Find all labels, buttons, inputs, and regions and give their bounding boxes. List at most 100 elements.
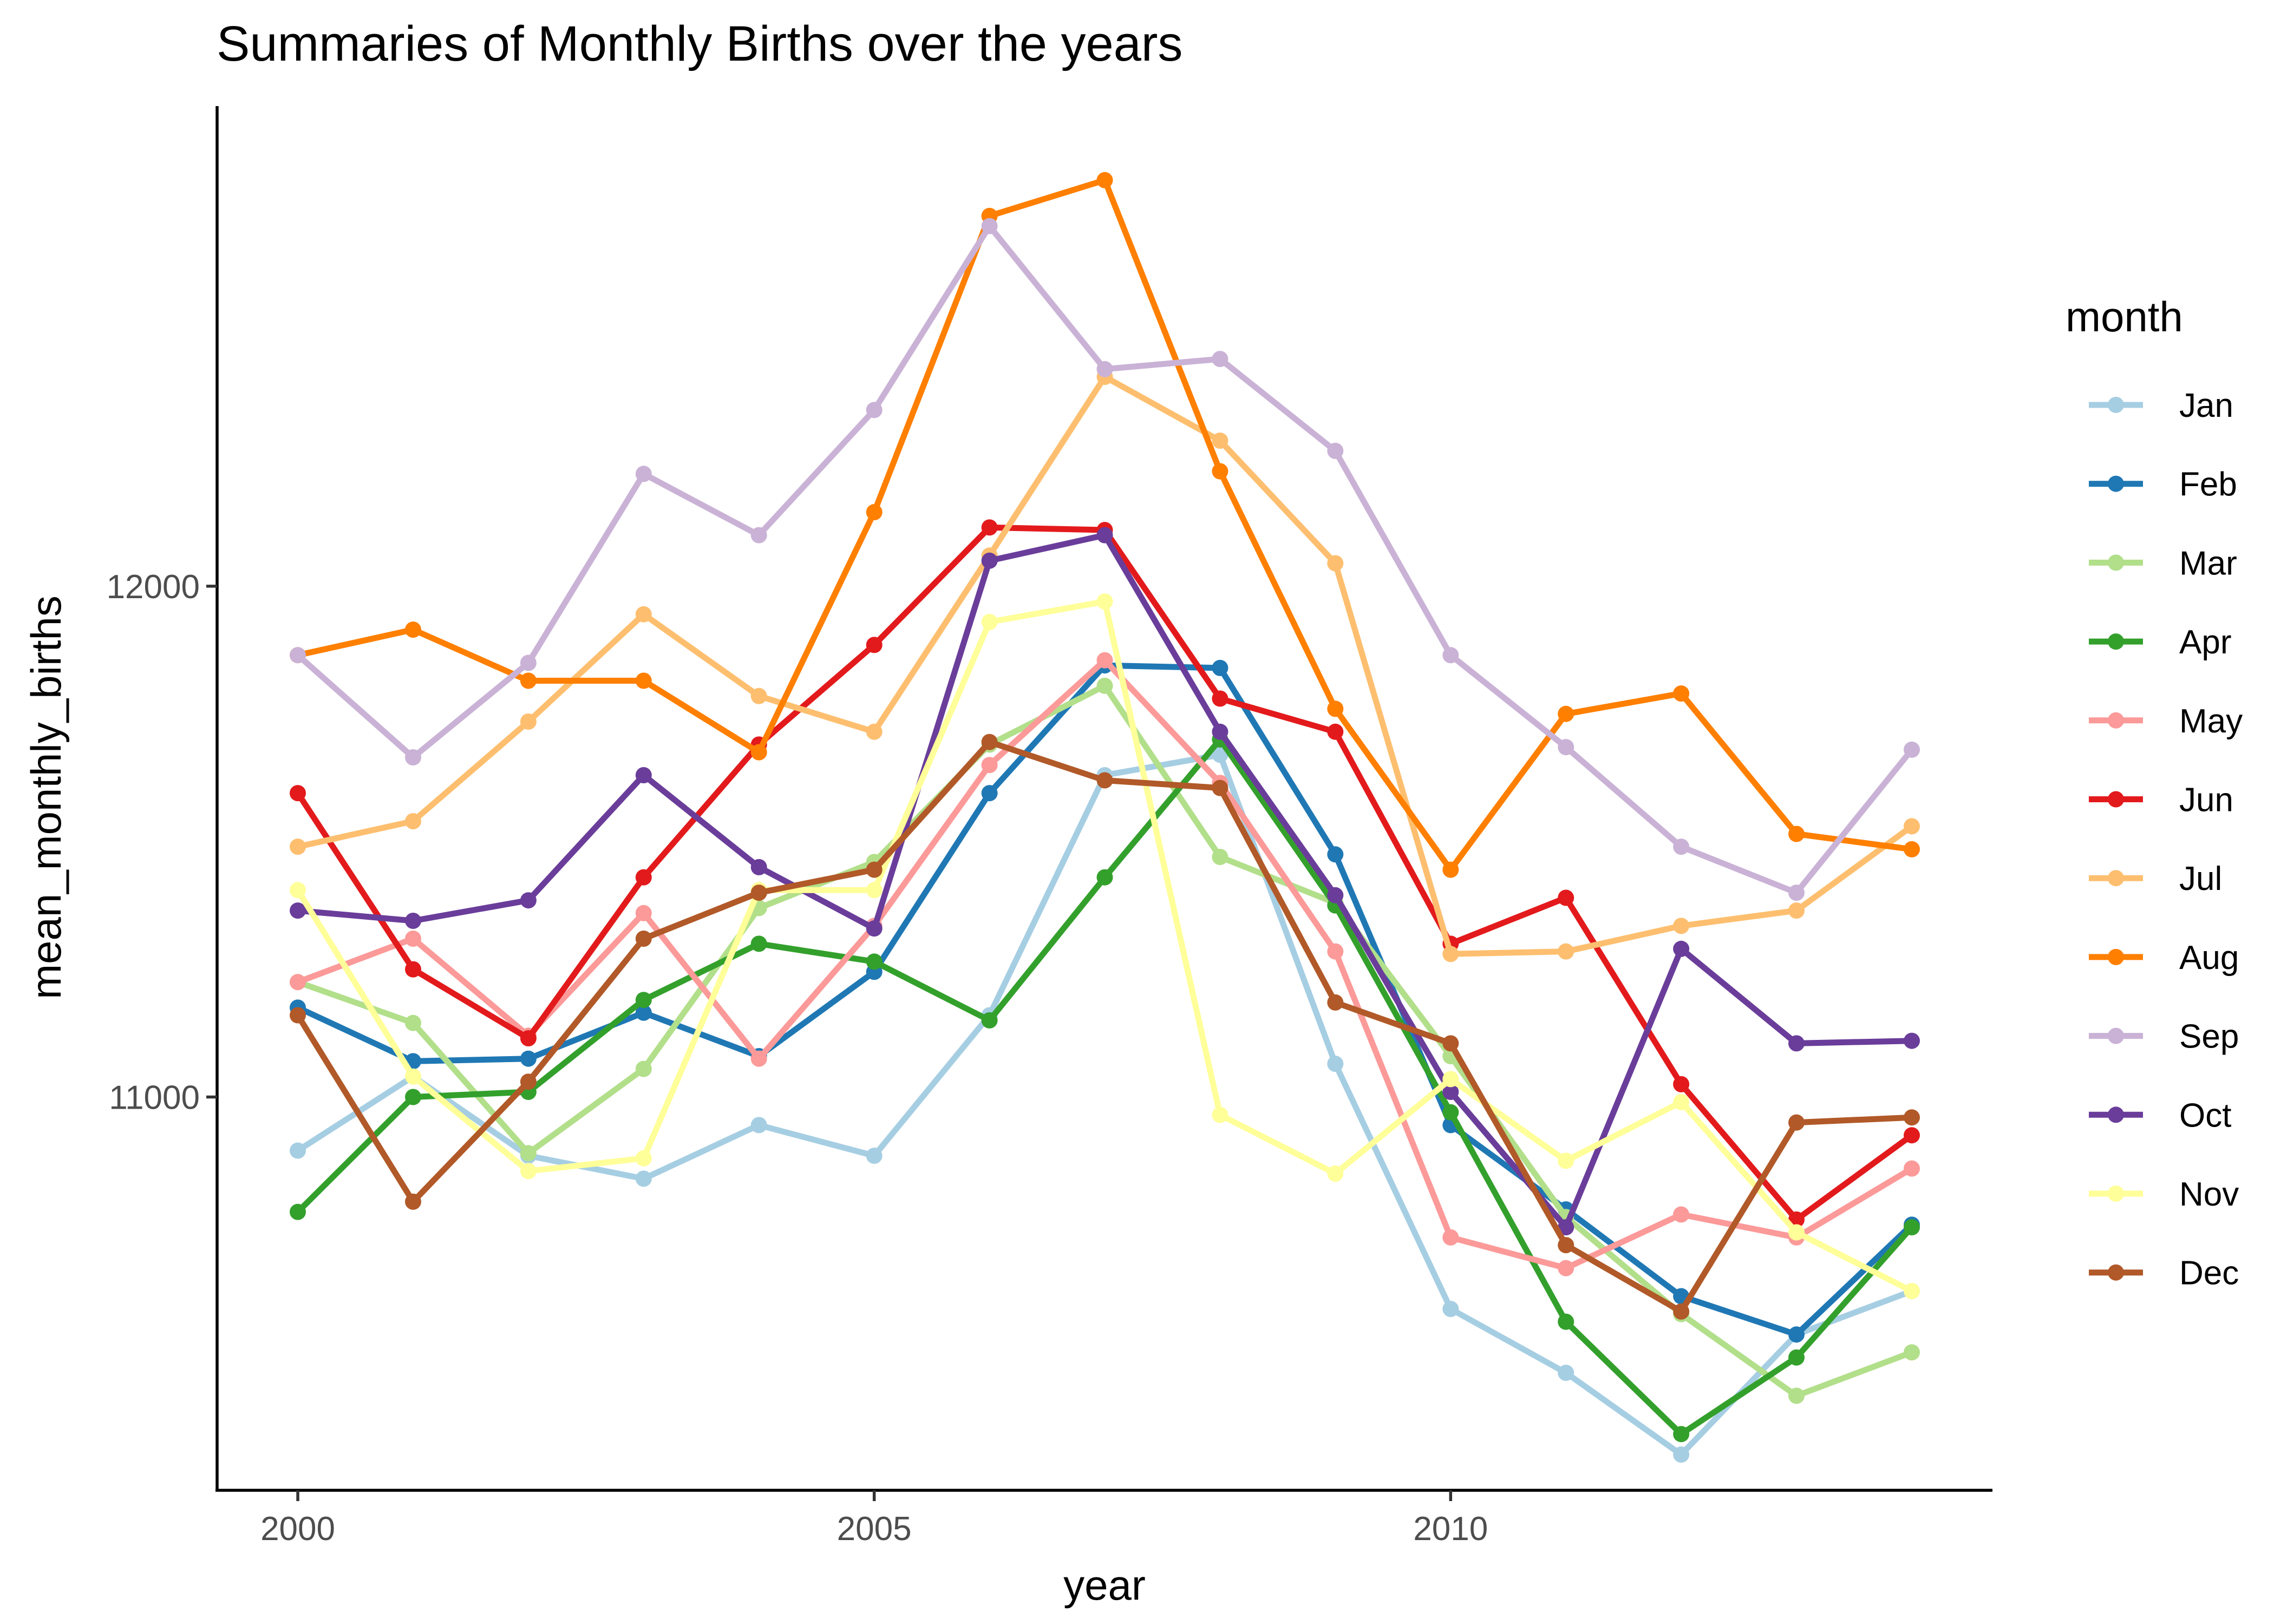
data-point-oct <box>981 552 998 569</box>
data-point-jan <box>1442 1301 1459 1317</box>
data-point-jul <box>635 606 652 623</box>
data-point-apr <box>1442 1104 1459 1121</box>
data-point-sep <box>750 527 767 543</box>
data-point-dec <box>405 1193 421 1210</box>
legend-label: Aug <box>2179 939 2239 977</box>
data-point-dec <box>520 1073 537 1090</box>
legend-key-point <box>2108 870 2124 887</box>
data-point-jul <box>750 687 767 704</box>
data-point-nov <box>1212 1106 1229 1123</box>
data-point-oct <box>1212 723 1229 740</box>
data-point-oct <box>1673 940 1690 957</box>
data-point-jun <box>1904 1127 1920 1144</box>
data-point-oct <box>290 902 306 919</box>
legend-label: Sep <box>2179 1018 2239 1056</box>
series-aug <box>290 172 1920 878</box>
series-oct <box>290 527 1920 1236</box>
legend-item-oct: Oct <box>2089 1097 2231 1134</box>
data-point-aug <box>1096 172 1113 188</box>
data-point-may <box>981 757 998 774</box>
legend-key-point <box>2108 791 2124 808</box>
data-point-nov <box>1096 593 1113 610</box>
data-point-jul <box>1673 918 1690 934</box>
data-point-sep <box>520 654 537 671</box>
data-point-apr <box>635 992 652 1009</box>
data-point-mar <box>635 1060 652 1077</box>
data-point-mar <box>1212 849 1229 865</box>
data-point-aug <box>1673 685 1690 702</box>
data-point-apr <box>1673 1426 1690 1443</box>
data-point-jul <box>1212 433 1229 449</box>
series-layer <box>290 172 1920 1463</box>
legend-title: month <box>2066 293 2183 340</box>
data-point-aug <box>1327 700 1344 717</box>
data-point-sep <box>981 218 998 234</box>
data-point-apr <box>1096 869 1113 886</box>
data-point-jun <box>290 785 306 802</box>
data-point-dec <box>1558 1237 1574 1254</box>
data-point-aug <box>635 672 652 689</box>
data-point-oct <box>635 767 652 783</box>
data-point-jun <box>1558 889 1574 906</box>
data-point-jan <box>866 1148 883 1164</box>
data-point-oct <box>1788 1035 1805 1052</box>
data-point-jun <box>1673 1076 1690 1092</box>
x-tick-label: 2010 <box>1413 1510 1488 1548</box>
data-point-nov <box>405 1068 421 1085</box>
data-point-aug <box>750 744 767 761</box>
data-point-mar <box>405 1014 421 1031</box>
data-point-jul <box>1558 943 1574 960</box>
data-point-sep <box>1442 647 1459 664</box>
legend-item-jan: Jan <box>2089 387 2233 424</box>
legend-key-point <box>2108 397 2124 413</box>
y-tick-label: 12000 <box>107 568 200 606</box>
data-point-jan <box>1327 1056 1344 1072</box>
data-point-aug <box>405 621 421 638</box>
legend-item-dec: Dec <box>2089 1255 2239 1292</box>
data-point-oct <box>750 859 767 875</box>
legend-key-point <box>2108 633 2124 650</box>
legend-item-sep: Sep <box>2089 1018 2239 1056</box>
data-point-sep <box>1096 361 1113 377</box>
legend-item-feb: Feb <box>2089 466 2237 503</box>
data-point-nov <box>981 614 998 630</box>
legend-label: Feb <box>2179 466 2237 503</box>
data-point-dec <box>866 861 883 878</box>
legend-label: Mar <box>2179 545 2237 582</box>
data-point-nov <box>1904 1283 1920 1299</box>
data-point-sep <box>1558 739 1574 756</box>
data-point-dec <box>635 931 652 947</box>
data-point-dec <box>1788 1114 1805 1131</box>
data-point-jun <box>405 961 421 978</box>
data-point-apr <box>1788 1349 1805 1366</box>
series-line-may <box>297 657 1913 1272</box>
data-point-mar <box>1788 1387 1805 1404</box>
data-point-nov <box>1788 1224 1805 1241</box>
data-point-jan <box>1212 746 1229 763</box>
legend-key-point <box>2108 1186 2124 1202</box>
data-point-sep <box>1673 839 1690 855</box>
legend-label: Jul <box>2179 860 2222 898</box>
data-point-feb <box>520 1050 537 1067</box>
data-point-nov <box>866 882 883 899</box>
legend-item-may: May <box>2089 703 2243 740</box>
data-point-feb <box>635 1004 652 1021</box>
data-point-may <box>1673 1206 1690 1223</box>
data-point-aug <box>866 504 883 521</box>
data-point-may <box>1904 1160 1920 1177</box>
data-point-mar <box>1096 677 1113 694</box>
data-point-may <box>1096 652 1113 669</box>
legend-key-point <box>2108 948 2124 965</box>
data-point-jan <box>290 1142 306 1159</box>
data-point-dec <box>1212 780 1229 796</box>
data-point-may <box>1442 1229 1459 1246</box>
data-point-sep <box>1904 741 1920 758</box>
data-point-nov <box>1327 1165 1344 1182</box>
x-tick-label: 2005 <box>837 1510 912 1548</box>
data-point-feb <box>1212 659 1229 676</box>
data-point-jan <box>1558 1365 1574 1381</box>
legend-item-aug: Aug <box>2089 939 2239 977</box>
data-point-jul <box>405 813 421 829</box>
legend-key-point <box>2108 1027 2124 1044</box>
